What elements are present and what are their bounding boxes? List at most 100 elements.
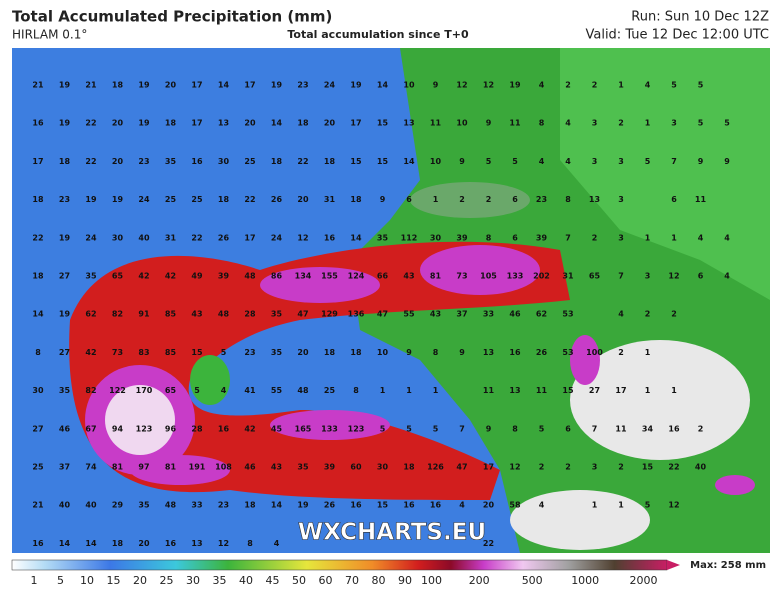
grid-value: 5 bbox=[698, 119, 704, 128]
grid-value: 2 bbox=[645, 310, 651, 319]
grid-value: 42 bbox=[138, 272, 149, 281]
grid-value: 17 bbox=[191, 81, 202, 90]
grid-value: 20 bbox=[165, 81, 177, 90]
legend-label: 5 bbox=[57, 574, 64, 587]
grid-value: 62 bbox=[85, 310, 96, 319]
grid-value: 5 bbox=[645, 157, 651, 166]
grid-value: 18 bbox=[350, 348, 362, 357]
grid-value: 4 bbox=[221, 386, 227, 395]
grid-value: 133 bbox=[321, 424, 338, 433]
grid-value: 19 bbox=[271, 81, 283, 90]
grid-value: 5 bbox=[194, 386, 200, 395]
grid-value: 53 bbox=[562, 348, 573, 357]
grid-value: 5 bbox=[539, 424, 545, 433]
grid-value: 24 bbox=[85, 233, 97, 242]
grid-value: 7 bbox=[618, 272, 624, 281]
grid-value: 43 bbox=[191, 310, 202, 319]
grid-value: 19 bbox=[350, 81, 362, 90]
grid-value: 19 bbox=[297, 501, 309, 510]
grid-value: 18 bbox=[324, 157, 336, 166]
grid-value: 19 bbox=[509, 81, 521, 90]
grid-value: 24 bbox=[271, 233, 283, 242]
grid-value: 6 bbox=[698, 272, 704, 281]
grid-value: 18 bbox=[59, 157, 71, 166]
grid-value: 66 bbox=[377, 272, 389, 281]
grid-value: 23 bbox=[244, 348, 255, 357]
grid-value: 25 bbox=[191, 195, 203, 204]
grid-value: 16 bbox=[509, 348, 521, 357]
grid-value: 48 bbox=[244, 272, 256, 281]
grid-value: 9 bbox=[486, 119, 492, 128]
grid-value: 5 bbox=[645, 501, 651, 510]
legend-label: 500 bbox=[522, 574, 543, 587]
grid-value: 8 bbox=[433, 348, 439, 357]
grid-value: 28 bbox=[191, 424, 203, 433]
grid-value: 16 bbox=[668, 424, 680, 433]
grid-value: 3 bbox=[618, 233, 624, 242]
grid-value: 9 bbox=[459, 348, 465, 357]
subtitle: Total accumulation since T+0 bbox=[287, 28, 469, 41]
legend-label: 35 bbox=[213, 574, 227, 587]
grid-value: 3 bbox=[671, 119, 677, 128]
grid-value: 2 bbox=[459, 195, 465, 204]
grid-value: 4 bbox=[539, 157, 545, 166]
grid-value: 13 bbox=[191, 539, 202, 548]
grid-value: 19 bbox=[138, 119, 150, 128]
grid-value: 42 bbox=[85, 348, 96, 357]
grid-value: 15 bbox=[377, 157, 389, 166]
grid-value: 155 bbox=[321, 272, 338, 281]
grid-value: 18 bbox=[324, 348, 336, 357]
grid-value: 16 bbox=[430, 501, 442, 510]
grid-value: 1 bbox=[433, 195, 439, 204]
grid-value: 123 bbox=[136, 424, 153, 433]
grid-value: 24 bbox=[138, 195, 150, 204]
grid-value: 20 bbox=[244, 119, 256, 128]
grid-value: 26 bbox=[271, 195, 283, 204]
grid-value: 25 bbox=[324, 386, 336, 395]
run-time: Run: Sun 10 Dec 12Z bbox=[631, 10, 769, 25]
grid-value: 31 bbox=[324, 195, 336, 204]
grid-value: 65 bbox=[112, 272, 124, 281]
grid-value: 35 bbox=[271, 348, 283, 357]
grid-value: 5 bbox=[512, 157, 518, 166]
grid-value: 94 bbox=[112, 424, 124, 433]
grid-value: 23 bbox=[218, 501, 229, 510]
grid-value: 4 bbox=[724, 233, 730, 242]
grid-value: 23 bbox=[138, 157, 149, 166]
grid-value: 43 bbox=[430, 310, 441, 319]
grid-value: 126 bbox=[427, 463, 444, 472]
grid-value: 8 bbox=[512, 424, 518, 433]
grid-value: 3 bbox=[618, 195, 624, 204]
grid-value: 13 bbox=[589, 195, 600, 204]
grid-value: 35 bbox=[85, 272, 97, 281]
grid-value: 10 bbox=[456, 119, 468, 128]
grid-value: 16 bbox=[32, 119, 44, 128]
legend-label: 1000 bbox=[571, 574, 599, 587]
grid-value: 14 bbox=[271, 119, 283, 128]
map-field bbox=[12, 48, 770, 553]
grid-value: 41 bbox=[244, 386, 256, 395]
grid-value: 21 bbox=[32, 501, 44, 510]
grid-value: 33 bbox=[191, 501, 202, 510]
grid-value: 19 bbox=[85, 195, 97, 204]
grid-value: 15 bbox=[350, 157, 362, 166]
grid-value: 6 bbox=[512, 233, 518, 242]
grid-value: 9 bbox=[486, 424, 492, 433]
grid-value: 30 bbox=[218, 157, 230, 166]
max-value: Max: 258 mm bbox=[690, 560, 766, 571]
grid-value: 39 bbox=[324, 463, 336, 472]
grid-value: 3 bbox=[592, 463, 598, 472]
legend-label: 15 bbox=[107, 574, 121, 587]
grid-value: 35 bbox=[271, 310, 283, 319]
grid-value: 3 bbox=[645, 272, 651, 281]
grid-value: 17 bbox=[191, 119, 202, 128]
legend-label: 60 bbox=[319, 574, 333, 587]
grid-value: 112 bbox=[401, 233, 418, 242]
grid-value: 23 bbox=[59, 195, 70, 204]
grid-value: 23 bbox=[297, 81, 308, 90]
grid-value: 11 bbox=[483, 386, 495, 395]
grid-value: 5 bbox=[433, 424, 439, 433]
grid-value: 14 bbox=[403, 157, 415, 166]
grid-value: 65 bbox=[589, 272, 601, 281]
grid-value: 15 bbox=[562, 386, 574, 395]
